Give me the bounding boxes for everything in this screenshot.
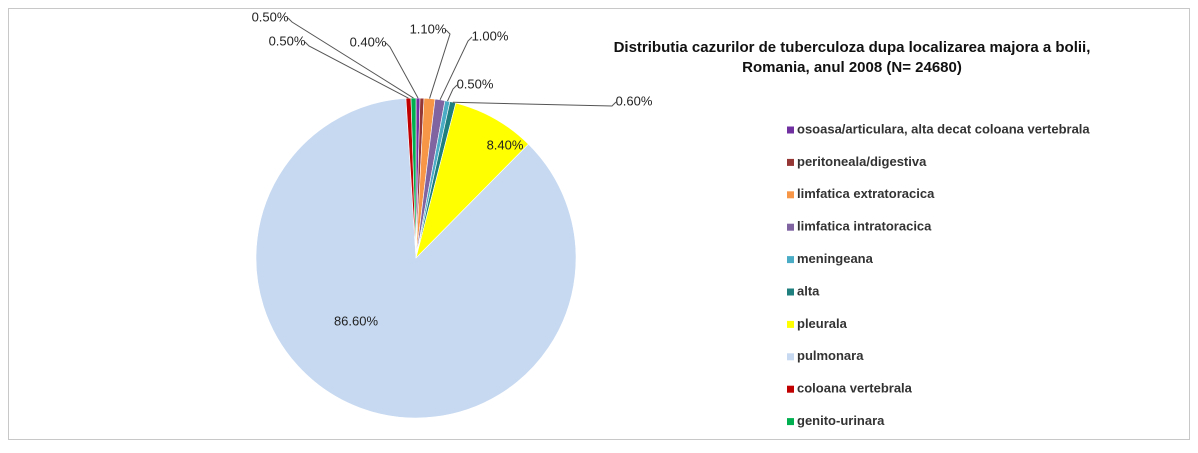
- legend-label: limfatica extratoracica: [797, 186, 935, 201]
- data-label: 0.40%: [350, 34, 387, 49]
- legend-swatch: [787, 158, 794, 166]
- legend-label: alta: [797, 283, 820, 298]
- legend-label: limfatica intratoracica: [797, 219, 932, 234]
- legend-label: coloana vertebrala: [797, 381, 913, 396]
- leader-line: [447, 84, 458, 102]
- chart-frame: [8, 8, 1190, 440]
- legend-swatch: [787, 288, 794, 296]
- legend-swatch: [787, 353, 794, 361]
- leader-line: [439, 36, 473, 101]
- legend-label: peritoneala/digestiva: [797, 154, 927, 169]
- legend-label: osoasa/articulara, alta decat coloana ve…: [797, 121, 1090, 136]
- legend-label: pleurala: [797, 316, 848, 331]
- data-label: 8.40%: [487, 137, 524, 152]
- legend-swatch: [787, 418, 794, 426]
- data-label: 0.50%: [457, 76, 494, 91]
- leader-line: [385, 42, 419, 99]
- data-label: 0.50%: [252, 9, 289, 24]
- leader-line: [287, 17, 414, 99]
- legend-label: meningeana: [797, 251, 874, 266]
- data-label: 1.00%: [472, 28, 509, 43]
- legend-swatch: [787, 256, 794, 264]
- legend-swatch: [787, 223, 794, 231]
- leader-line: [304, 41, 409, 99]
- data-label: 0.50%: [269, 33, 306, 48]
- leader-line: [429, 29, 451, 99]
- pie-slice: [415, 102, 529, 260]
- legend-swatch: [787, 126, 794, 134]
- chart-title: Romania, anul 2008 (N= 24680): [742, 59, 962, 76]
- data-label: 86.60%: [334, 313, 379, 328]
- data-label: 0.60%: [616, 93, 653, 108]
- legend-label: genito-urinara: [797, 413, 885, 428]
- legend-swatch: [787, 320, 794, 328]
- legend-swatch: [787, 191, 794, 199]
- legend-label: pulmonara: [797, 348, 864, 363]
- data-label: 1.10%: [410, 21, 447, 36]
- chart-title: Distributia cazurilor de tuberculoza dup…: [614, 39, 1091, 56]
- leader-line: [452, 101, 617, 107]
- legend-swatch: [787, 385, 794, 393]
- pie-slice: [255, 97, 577, 419]
